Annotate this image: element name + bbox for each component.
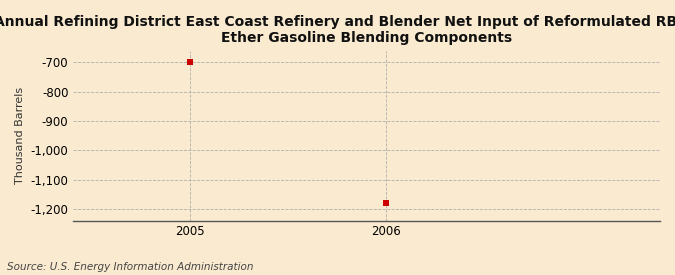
Title: Annual Refining District East Coast Refinery and Blender Net Input of Reformulat: Annual Refining District East Coast Refi… — [0, 15, 675, 45]
Text: Source: U.S. Energy Information Administration: Source: U.S. Energy Information Administ… — [7, 262, 253, 272]
Y-axis label: Thousand Barrels: Thousand Barrels — [15, 87, 25, 184]
